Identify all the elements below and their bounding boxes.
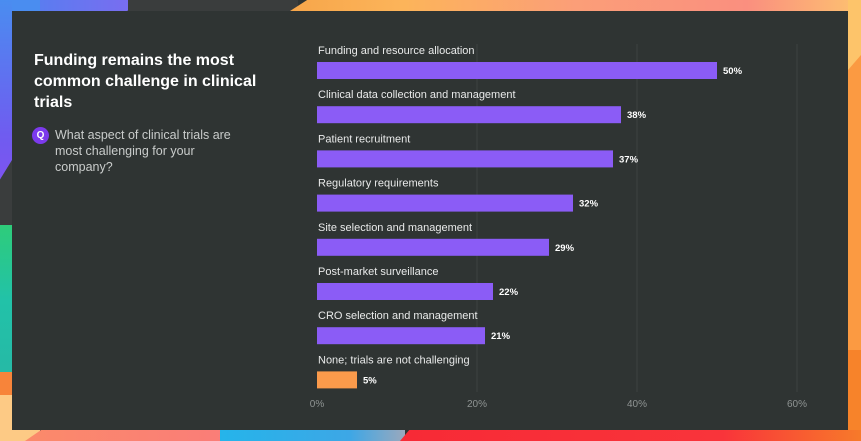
- value-label: 29%: [555, 243, 575, 254]
- category-label: CRO selection and management: [318, 310, 478, 322]
- value-label: 37%: [619, 154, 639, 165]
- category-label: Post-market surveillance: [318, 266, 438, 278]
- bar-row: None; trials are not challenging 5%: [317, 354, 470, 389]
- value-label: 22%: [499, 287, 519, 298]
- gridlines: [476, 44, 798, 392]
- frame-right-orange-deep: [848, 350, 861, 441]
- x-axis-ticks: 0% 20% 40% 60%: [310, 399, 807, 410]
- frame-right-orange: [848, 55, 861, 355]
- bar: [317, 106, 621, 124]
- frame-bottom-blue: [220, 430, 405, 441]
- bar: [317, 327, 485, 345]
- frame-top-dark: [128, 0, 298, 11]
- bar: [317, 283, 493, 300]
- value-label: 32%: [579, 199, 599, 210]
- category-label: Site selection and management: [318, 222, 472, 234]
- category-label: None; trials are not challenging: [318, 354, 470, 366]
- category-label: Regulatory requirements: [318, 178, 439, 190]
- frame-right-yellow: [848, 0, 861, 70]
- bar: [317, 238, 549, 256]
- value-label: 21%: [491, 331, 511, 342]
- bar-row: CRO selection and management 21%: [317, 310, 511, 345]
- bar-row: Funding and resource allocation 50%: [317, 45, 743, 79]
- bar: [317, 194, 573, 212]
- value-label: 5%: [363, 375, 377, 386]
- bar: [317, 62, 717, 79]
- x-tick-label: 0%: [310, 399, 325, 410]
- frame-left-teal: [0, 225, 12, 375]
- frame-bottom-yellow: [0, 430, 40, 441]
- x-tick-label: 60%: [787, 399, 807, 410]
- x-tick-label: 20%: [467, 399, 487, 410]
- frame-bottom-coral: [25, 430, 225, 441]
- value-label: 38%: [627, 110, 647, 121]
- category-label: Clinical data collection and management: [318, 89, 516, 101]
- frame-top-purple: [40, 0, 135, 11]
- x-tick-label: 40%: [627, 399, 647, 410]
- frame-left-dark: [0, 160, 12, 225]
- category-label: Patient recruitment: [318, 133, 410, 145]
- bar: [317, 371, 357, 389]
- question-badge-icon: Q: [32, 127, 49, 144]
- frame-left-yellow: [0, 395, 12, 441]
- frame-left-orange: [0, 372, 12, 397]
- frame-top-blue: [0, 0, 40, 11]
- bar: [317, 150, 613, 168]
- bars: Funding and resource allocation 50% Clinic…: [317, 45, 743, 389]
- question-text: What aspect of clinical trials are most …: [55, 128, 231, 174]
- value-label: 50%: [723, 66, 743, 77]
- bar-row: Regulatory requirements 32%: [317, 178, 599, 212]
- bar-row: Post-market surveillance 22%: [317, 266, 519, 300]
- chart-title: Funding remains the most common challeng…: [34, 52, 257, 111]
- bar-row: Clinical data collection and management 3…: [317, 89, 647, 124]
- category-label: Funding and resource allocation: [318, 45, 475, 57]
- chart-card: [12, 11, 848, 430]
- frame-top-orange: [290, 0, 861, 11]
- frame-bottom-red: [400, 430, 861, 441]
- bar-row: Patient recruitment 37%: [317, 133, 639, 168]
- bar-row: Site selection and management 29%: [317, 222, 575, 256]
